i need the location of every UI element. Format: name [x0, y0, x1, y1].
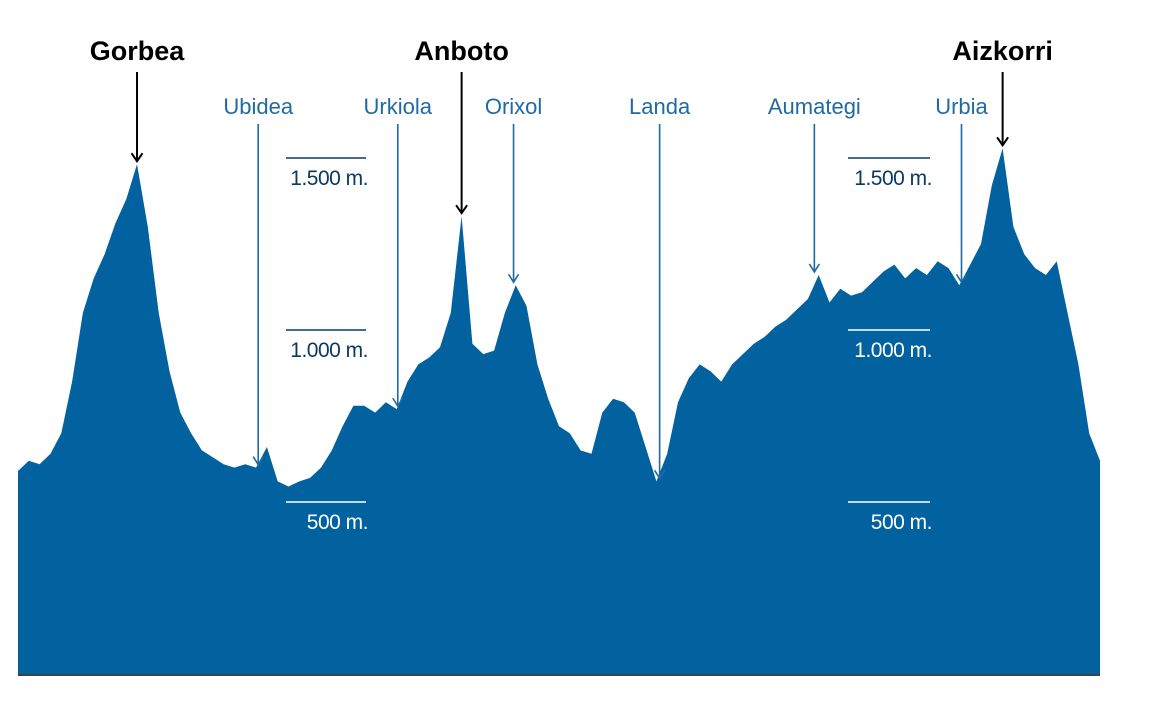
landa-arrow-icon [653, 469, 666, 480]
urkiola-arrow-icon [392, 397, 404, 408]
ubidea-label: Ubidea [223, 94, 293, 119]
anboto-label: Anboto [414, 36, 508, 66]
aizkorri-label: Aizkorri [952, 36, 1053, 66]
scale-label-500-1: 500 m. [307, 511, 368, 534]
urbia-arrow-icon [955, 273, 968, 284]
urbia-label: Urbia [935, 94, 988, 119]
anboto-arrow-icon [455, 204, 468, 215]
elevation-scale: 1.500 m. 1.000 m. 500 m. 1.500 m. 1.000 m. 50… [286, 157, 933, 534]
scale-label-1500-2: 1.500 m. [854, 167, 932, 190]
aumategi-label: Aumategi [768, 94, 861, 119]
urkiola-label: Urkiola [364, 94, 433, 119]
gorbea-label: Gorbea [90, 36, 186, 66]
ubidea-arrow-icon [252, 456, 264, 467]
orixol-label: Orixol [485, 94, 542, 119]
orixol-arrow-icon [507, 273, 520, 284]
aizkorri-arrow-icon [996, 136, 1009, 148]
elevation-area [18, 148, 1100, 674]
scale-label-500-2: 500 m. [871, 511, 932, 534]
gorbea-arrow-icon [130, 152, 144, 163]
scale-label-1000-2: 1.000 m. [854, 339, 932, 362]
location-markers: Ubidea Urkiola Orixol Landa Aumategi Urbia Gor… [90, 36, 1053, 480]
landa-label: Landa [629, 94, 691, 119]
scale-label-1000-1: 1.000 m. [290, 339, 368, 362]
aumategi-arrow-icon [808, 263, 821, 274]
scale-label-1500-1: 1.500 m. [290, 167, 368, 190]
